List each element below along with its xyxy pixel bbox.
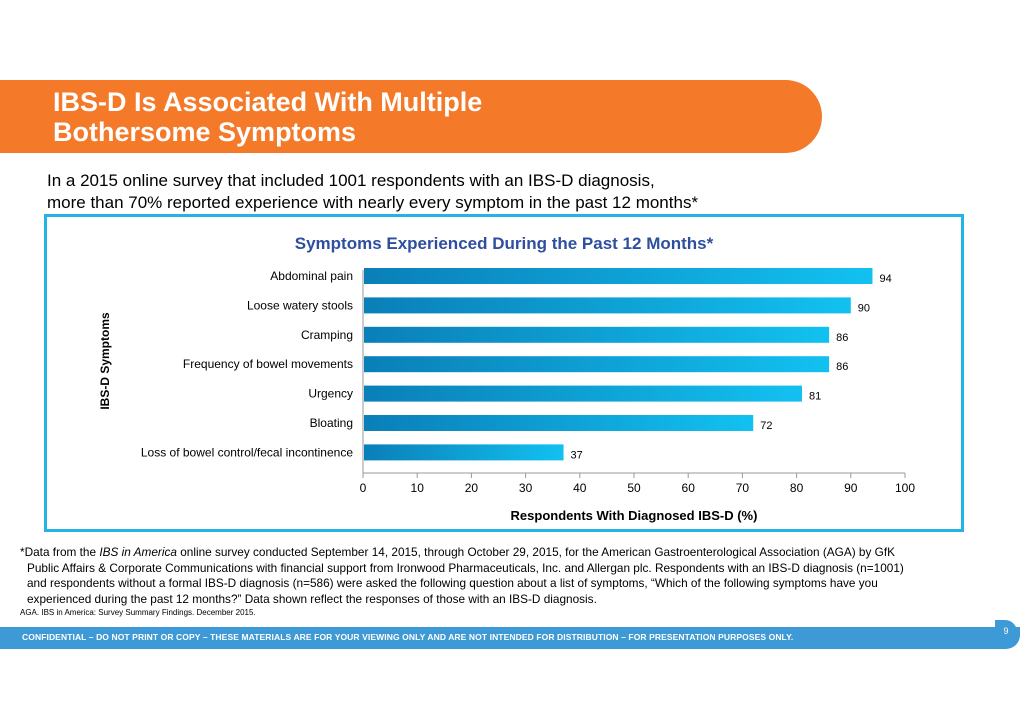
data-label-2: 86 [836, 332, 848, 344]
bar-2 [364, 326, 830, 343]
x-tick-label-5: 50 [627, 481, 641, 495]
category-label-3: Frequency of bowel movements [183, 357, 353, 371]
footnote-prefix: *Data from the [20, 545, 100, 559]
y-axis-label: IBS-D Symptoms [98, 312, 112, 410]
category-label-2: Cramping [301, 328, 353, 342]
category-label-1: Loose watery stools [247, 298, 353, 312]
x-tick-label-2: 20 [465, 481, 479, 495]
confidential-notice: CONFIDENTIAL – DO NOT PRINT OR COPY – TH… [22, 632, 794, 642]
x-tick-label-4: 40 [573, 481, 587, 495]
footnote-line-1: online survey conducted September 14, 20… [176, 545, 895, 559]
category-label-0: Abdominal pain [270, 269, 353, 283]
x-tick-label-3: 30 [519, 481, 533, 495]
bar-5 [364, 415, 754, 431]
footnote: *Data from the IBS in America online sur… [20, 545, 990, 607]
bar-chart: Symptoms Experienced During the Past 12 … [98, 234, 915, 523]
x-tick-label-1: 10 [411, 481, 425, 495]
chart-title: Symptoms Experienced During the Past 12 … [295, 234, 714, 253]
x-tick-label-9: 90 [844, 481, 858, 495]
data-label-0: 94 [879, 273, 891, 285]
bar-0 [364, 268, 873, 284]
slide-subtitle-line-1: In a 2015 online survey that included 10… [47, 171, 655, 190]
category-label-6: Loss of bowel control/fecal incontinence [141, 445, 353, 459]
x-axis-label: Respondents With Diagnosed IBS-D (%) [511, 508, 758, 523]
data-label-1: 90 [858, 302, 870, 314]
footnote-line-4: experienced during the past 12 months?” … [27, 591, 597, 606]
title-banner [0, 80, 822, 153]
page-number: 9 [995, 620, 1017, 642]
footer-bar [0, 627, 1020, 649]
data-label-3: 86 [836, 361, 848, 373]
slide-title-line-1: IBS-D Is Associated With Multiple [53, 87, 483, 117]
data-label-5: 72 [760, 420, 772, 432]
bar-6 [364, 444, 564, 461]
category-label-5: Bloating [310, 416, 353, 430]
x-tick-label-7: 70 [736, 481, 750, 495]
x-tick-label-10: 100 [895, 481, 915, 495]
slide-subtitle: In a 2015 online survey that included 10… [47, 170, 847, 214]
slide-subtitle-line-2: more than 70% reported experience with n… [47, 193, 699, 212]
source-citation: AGA. IBS in America: Survey Summary Find… [20, 608, 256, 617]
footnote-line-3: and respondents without a formal IBS-D d… [27, 576, 878, 591]
data-label-4: 81 [809, 391, 821, 403]
footnote-survey-name: IBS in America [99, 545, 177, 559]
data-label-6: 37 [571, 449, 583, 461]
bar-1 [364, 297, 851, 314]
x-tick-label-8: 80 [790, 481, 804, 495]
category-label-4: Urgency [308, 387, 353, 401]
slide-title-line-2: Bothersome Symptoms [53, 117, 357, 147]
bar-4 [364, 385, 803, 402]
chart-panel: Symptoms Experienced During the Past 12 … [44, 214, 964, 532]
x-tick-label-0: 0 [360, 481, 367, 495]
bar-3 [364, 356, 830, 373]
slide-title: IBS-D Is Associated With Multiple Bother… [53, 87, 773, 147]
footnote-line-2: Public Affairs & Corporate Communication… [27, 560, 904, 575]
x-tick-label-6: 60 [682, 481, 696, 495]
